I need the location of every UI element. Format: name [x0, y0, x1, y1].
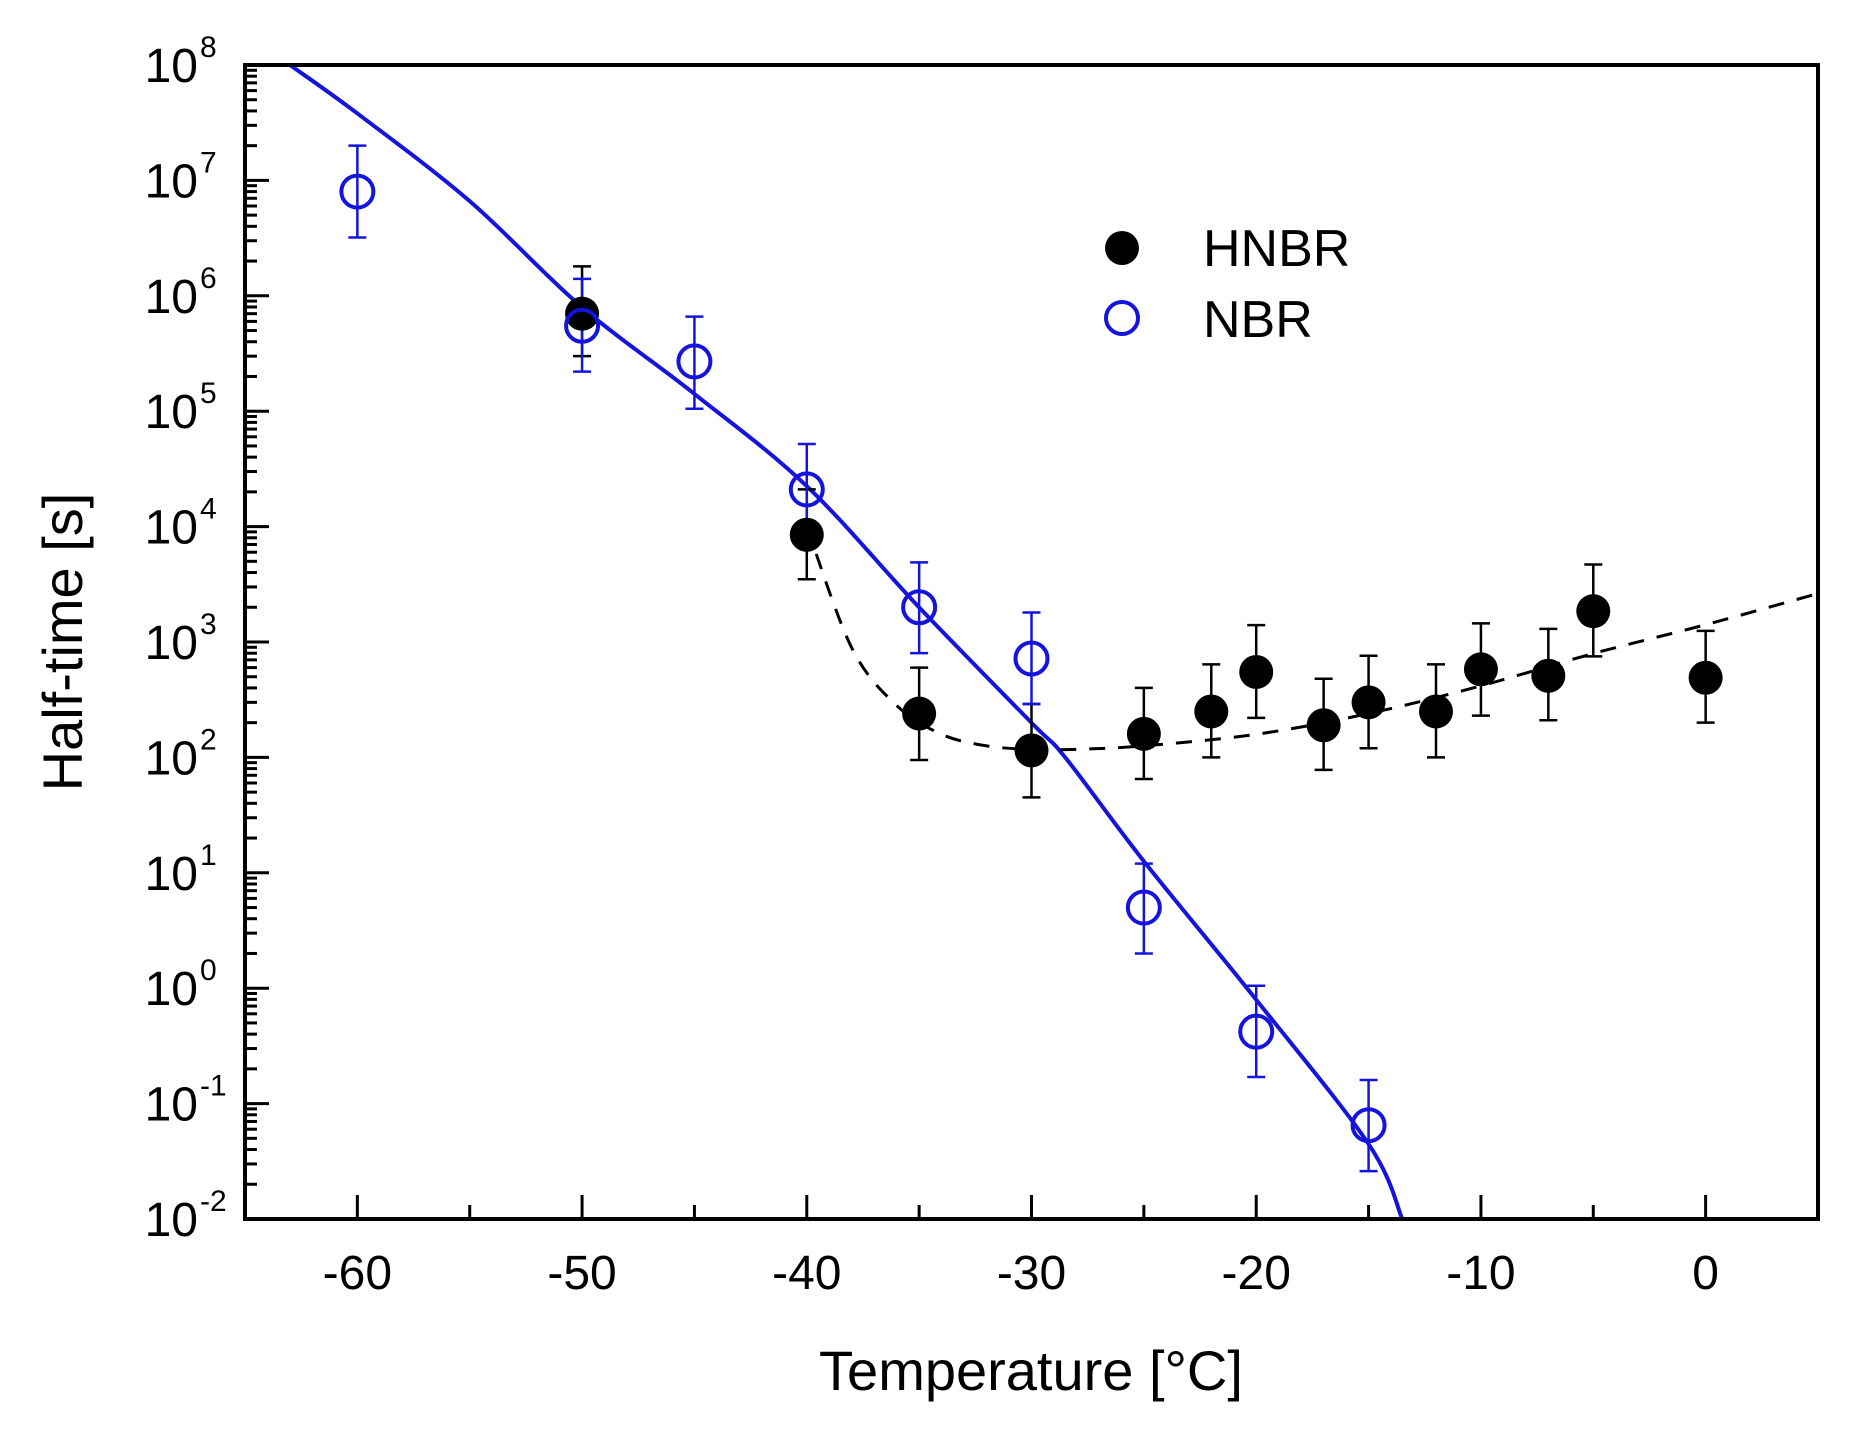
- nbr-data-point: [1013, 640, 1050, 677]
- hnbr-data-point: [1239, 654, 1274, 689]
- y-tick-label: 10: [145, 386, 198, 439]
- x-tick-label: -60: [323, 1247, 392, 1300]
- y-axis-title: Half-time [s]: [31, 493, 94, 792]
- hnbr-data-point: [1463, 652, 1498, 687]
- nbr-data-point: [788, 471, 825, 508]
- hnbr-data-point: [1576, 594, 1611, 629]
- y-tick-label: 10: [145, 1194, 198, 1247]
- hnbr-data-point: [789, 517, 824, 552]
- y-tick-exponent: 0: [200, 954, 217, 987]
- y-tick-label: 10: [145, 271, 198, 324]
- nbr-data-point: [901, 589, 938, 626]
- y-tick-label: 10: [145, 502, 198, 555]
- y-tick-exponent: 6: [200, 262, 217, 295]
- y-tick-exponent: -1: [200, 1070, 227, 1103]
- hnbr-data-point: [1688, 660, 1723, 695]
- x-tick-label: -20: [1222, 1247, 1291, 1300]
- y-tick-label: 10: [145, 40, 198, 93]
- x-tick-label: -30: [997, 1247, 1066, 1300]
- y-tick-exponent: 2: [200, 723, 217, 756]
- y-tick-exponent: -2: [200, 1185, 227, 1218]
- hnbr-data-point: [1351, 685, 1386, 720]
- nbr-data-point: [1238, 1013, 1275, 1050]
- legend-label-hnbr: HNBR: [1203, 220, 1350, 278]
- hnbr-data-point: [1531, 658, 1566, 693]
- y-tick-label: 10: [145, 1079, 198, 1132]
- hnbr-data-point: [1126, 716, 1161, 751]
- y-tick-label: 10: [145, 848, 198, 901]
- data-points: [339, 173, 1723, 1144]
- x-axis-title: Temperature [°C]: [819, 1339, 1243, 1402]
- y-tick-exponent: 7: [200, 146, 217, 179]
- legend-marker-nbr: [1104, 300, 1140, 336]
- x-tick-label: -10: [1446, 1247, 1515, 1300]
- hnbr-data-point: [1014, 733, 1049, 768]
- x-tick-label: 0: [1692, 1247, 1719, 1300]
- x-tick-labels: -60 -50 -40 -30 -20 -10 0: [323, 1247, 1719, 1300]
- y-tick-exponent: 3: [200, 608, 217, 641]
- y-tick-exponent: 5: [200, 377, 217, 410]
- hnbr-data-point: [565, 296, 600, 331]
- nbr-data-point: [676, 343, 713, 380]
- hnbr-data-point: [1306, 708, 1341, 743]
- nbr-data-point: [1350, 1107, 1387, 1144]
- y-tick-label: 10: [145, 963, 198, 1016]
- legend: HNBR NBR: [1104, 220, 1350, 349]
- nbr-data-point: [564, 307, 601, 344]
- y-tick-exponent: 1: [200, 839, 217, 872]
- hnbr-data-point: [902, 696, 937, 731]
- nbr-data-point: [339, 173, 376, 210]
- y-tick-exponent: 4: [200, 493, 217, 526]
- nbr-data-point: [1125, 889, 1162, 926]
- y-tick-label: 10: [145, 617, 198, 670]
- y-tick-label: 10: [145, 732, 198, 785]
- plot-frame: [243, 63, 1820, 1221]
- x-tick-label: -40: [772, 1247, 841, 1300]
- hnbr-data-point: [1194, 694, 1229, 729]
- y-tick-exponent: 8: [200, 31, 217, 64]
- hnbr-data-point: [1418, 694, 1453, 729]
- legend-marker-hnbr: [1105, 231, 1139, 265]
- legend-label-nbr: NBR: [1203, 291, 1313, 349]
- y-tick-label: 10: [145, 155, 198, 208]
- x-tick-label: -50: [547, 1247, 616, 1300]
